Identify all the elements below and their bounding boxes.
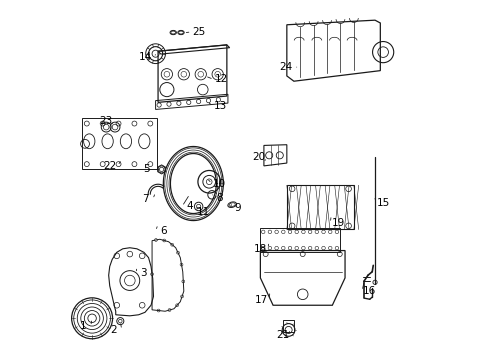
Text: 16: 16 <box>363 286 376 296</box>
Text: 2: 2 <box>110 325 117 335</box>
Text: 3: 3 <box>141 269 147 279</box>
Text: 9: 9 <box>234 203 240 213</box>
Text: 18: 18 <box>253 244 266 254</box>
Text: 11: 11 <box>196 207 209 217</box>
Text: 17: 17 <box>254 295 267 305</box>
Text: 1: 1 <box>80 321 86 332</box>
Text: 7: 7 <box>142 194 148 204</box>
Text: 20: 20 <box>251 152 264 162</box>
Text: 24: 24 <box>279 62 292 72</box>
Text: 5: 5 <box>143 165 149 174</box>
Text: 22: 22 <box>103 161 116 171</box>
Text: 8: 8 <box>216 193 223 203</box>
Text: 25: 25 <box>192 27 205 37</box>
Text: 12: 12 <box>215 75 228 85</box>
Text: 14: 14 <box>138 51 151 62</box>
Text: 21: 21 <box>275 329 288 339</box>
Text: 23: 23 <box>100 116 113 126</box>
Text: 15: 15 <box>376 198 390 208</box>
Text: 6: 6 <box>160 226 166 236</box>
Bar <box>283 320 293 332</box>
Text: 19: 19 <box>331 218 344 228</box>
Text: 13: 13 <box>213 101 226 111</box>
Text: 4: 4 <box>186 202 193 211</box>
Text: 10: 10 <box>213 179 226 189</box>
